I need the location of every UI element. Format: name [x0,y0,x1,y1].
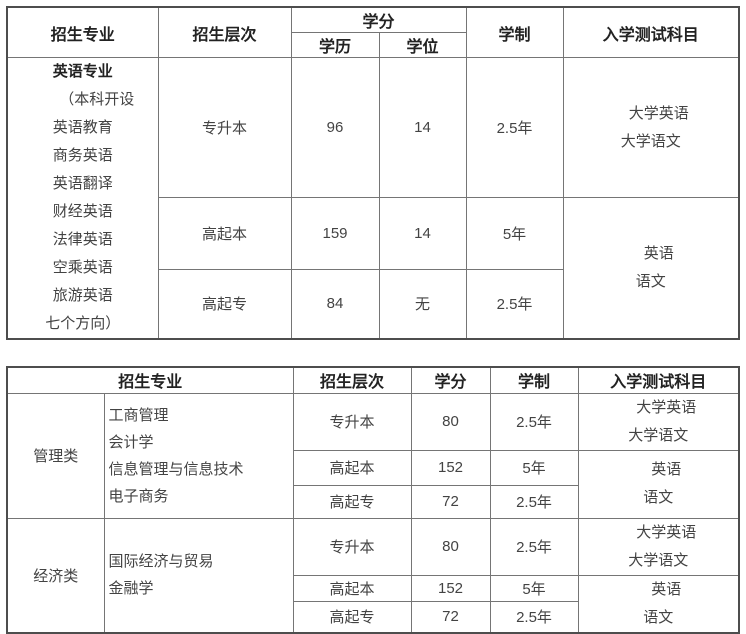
t1-header-credits-edu: 学历 [290,32,380,58]
t2-duration-cell: 2.5年 [489,600,579,634]
t2-major-line: 国际经济与贸易 [108,553,214,571]
t1-row-zhuanshengben: 英语专业 （本科开设 英语教育 商务英语 英语翻译 财经英语 法律英语 空乘英语… [6,57,740,340]
t1-level-cell: 高起专 [157,268,292,340]
t2-header-level: 招生层次 [292,366,412,394]
t2-level-cell: 专升本 [292,517,412,576]
t2-level-cell: 专升本 [292,392,412,451]
t1-level-cell: 高起本 [157,197,292,270]
t2-subject-line: 语文 [643,608,674,626]
t2-major-line: 电子商务 [108,487,169,505]
t1-major-line: 空乘英语 [52,259,113,276]
t1-header-level: 招生层次 [157,6,292,58]
t1-header-credits: 学分 [290,6,467,33]
t1-subjects-cell: 大学英语 大学语文 [562,57,740,198]
t2-header-credits: 学分 [410,366,491,394]
t2-level-cell: 高起专 [292,600,412,634]
t2-category-cell: 管理类 [6,392,105,519]
t1-header-subjects: 入学测试科目 [562,6,740,58]
t1-major-line: （本科开设 [59,91,135,108]
t2-major-line: 工商管理 [108,406,169,424]
t1-credits-degree-cell: 无 [378,268,467,340]
english-major-table: 招生专业 招生层次 学分 学制 入学测试科目 学历 学位 英语专业 （本科开设 … [6,6,741,340]
t2-subject-line: 大学语文 [628,426,689,444]
t2-credits-cell: 80 [410,392,491,451]
t1-major-line: 英语教育 [52,119,113,136]
t2-header-subjects: 入学测试科目 [577,366,740,394]
t2-major-line: 信息管理与信息技术 [108,460,244,478]
t2-category-cell: 经济类 [6,517,105,634]
t2-level-cell: 高起本 [292,449,412,486]
t2-level-cell: 高起专 [292,484,412,519]
t2-g2-row-zhuanshengben: 经济类 国际经济与贸易 金融学 专升本 80 2.5年 大学英语 大学语文 [6,517,740,634]
t2-duration-cell: 2.5年 [489,484,579,519]
t2-subject-line: 语文 [643,489,674,506]
t1-header-major: 招生专业 [6,6,159,58]
t2-majors-cell: 工商管理 会计学 信息管理与信息技术 电子商务 [103,392,294,519]
t1-header-credits-degree: 学位 [378,32,467,58]
t2-credits-cell: 152 [410,574,491,602]
t2-duration-cell: 2.5年 [489,392,579,451]
t2-header-row: 招生专业 招生层次 学分 学制 入学测试科目 [6,366,740,394]
t2-subject-line: 大学语文 [628,551,689,569]
t2-duration-cell: 2.5年 [489,517,579,576]
t2-credits-cell: 152 [410,449,491,486]
t2-majors-cell: 国际经济与贸易 金融学 [103,517,294,634]
t2-subjects-cell: 大学英语 大学语文 [577,392,740,451]
t1-duration-cell: 5年 [465,197,564,270]
t1-row-gaoqizhuan: 高起专 84 无 2.5年 [7,268,739,340]
t2-level-cell: 高起本 [292,574,412,602]
t1-header-duration: 学制 [465,6,564,58]
t1-major-cell: 英语专业 （本科开设 英语教育 商务英语 英语翻译 财经英语 法律英语 空乘英语… [6,57,159,340]
t1-major-line: 七个方向） [45,315,121,332]
t1-major-line: 英语翻译 [52,175,113,192]
t2-subjects-cell: 英语 语文 [577,574,740,634]
management-economics-table: 招生专业 招生层次 学分 学制 入学测试科目 管理类 工商管理 会计学 信息管理… [6,366,741,634]
t2-major-line: 会计学 [108,433,154,451]
t2-credits-cell: 72 [410,600,491,634]
t2-credits-cell: 72 [410,484,491,519]
t1-duration-cell: 2.5年 [465,57,564,198]
t1-header-row-2: 学历 学位 [7,32,739,58]
t1-major-title: 英语专业 [52,63,113,80]
t1-row-gaoqiben: 高起本 159 14 5年 英语 语文 [7,197,740,340]
t1-major-line: 财经英语 [52,203,113,220]
t1-credits-edu-cell: 84 [290,268,380,340]
t2-header-major: 招生专业 [6,366,294,394]
t1-subject-line: 语文 [635,273,666,290]
t1-major-line: 法律英语 [52,231,113,248]
t2-subject-line: 英语 [651,461,682,478]
t1-header-row-1: 招生专业 招生层次 学分 学制 入学测试科目 [6,6,740,58]
t2-major-line: 金融学 [108,580,154,598]
t2-subjects-cell: 英语 语文 [577,449,740,519]
t1-major-line: 商务英语 [52,147,113,164]
t2-subject-line: 英语 [651,580,682,598]
t2-header-duration: 学制 [489,366,579,394]
t1-subject-line: 英语 [643,245,674,262]
t2-g1-row-gaoqizhuan: 高起专 72 2.5年 [7,484,739,519]
t2-duration-cell: 5年 [489,449,579,486]
t1-credits-edu-cell: 96 [290,57,380,198]
t1-subjects-cell: 英语 语文 [562,197,740,340]
t1-level-cell: 专升本 [157,57,292,198]
t1-credits-edu-cell: 159 [290,197,380,270]
t1-duration-cell: 2.5年 [465,268,564,340]
t1-credits-degree-cell: 14 [378,197,467,270]
t2-credits-cell: 80 [410,517,491,576]
t2-subject-line: 大学英语 [636,398,697,416]
t1-subject-line: 大学英语 [628,104,689,122]
t2-g1-row-zhuanshengben: 管理类 工商管理 会计学 信息管理与信息技术 电子商务 专升本 80 2.5年 … [6,392,740,519]
t1-credits-degree-cell: 14 [378,57,467,198]
t2-subjects-cell: 大学英语 大学语文 [577,517,740,576]
t2-subject-line: 大学英语 [636,523,697,541]
t1-subject-line: 大学语文 [620,132,681,150]
t2-duration-cell: 5年 [489,574,579,602]
t1-major-line: 旅游英语 [52,287,113,304]
